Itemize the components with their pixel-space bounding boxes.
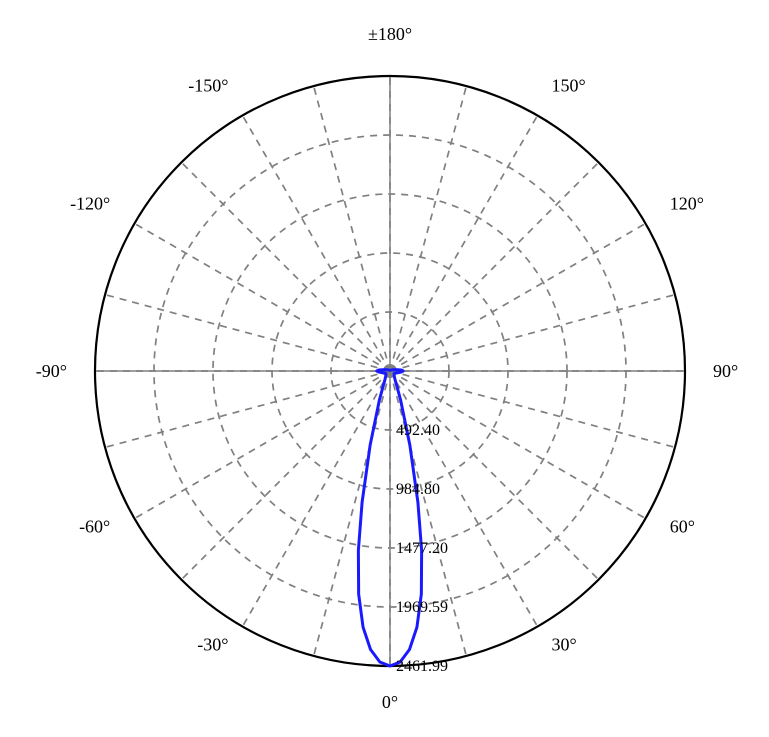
radial-tick-label: 1477.20 [396, 540, 448, 557]
grid-spoke [314, 371, 390, 656]
angle-label: -60° [79, 517, 110, 537]
angle-label: 120° [670, 194, 704, 214]
grid-spoke [135, 224, 390, 372]
radial-tick-label: 984.80 [396, 481, 440, 498]
grid-spoke [390, 116, 538, 371]
grid-spoke [314, 86, 390, 371]
angle-label: 150° [552, 75, 586, 95]
radial-tick-label: 1969.59 [396, 599, 448, 616]
radial-tick-label: 492.40 [396, 422, 440, 439]
grid-spoke [390, 295, 675, 371]
grid-spoke [390, 162, 599, 371]
angle-label: -120° [70, 194, 110, 214]
angle-label: 0° [382, 692, 398, 712]
grid-spoke [390, 371, 538, 626]
grid-spoke [390, 86, 466, 371]
grid-spoke [105, 371, 390, 447]
grid-spoke [243, 371, 391, 626]
angle-label: -30° [197, 635, 228, 655]
angle-label: 30° [552, 635, 577, 655]
angle-label: -90° [36, 361, 67, 381]
angle-label: ±180° [368, 24, 412, 44]
grid-spoke [105, 295, 390, 371]
angle-label: -150° [188, 75, 228, 95]
grid-spoke [181, 162, 390, 371]
grid-spoke [390, 224, 645, 372]
grid-spoke [135, 371, 390, 519]
angle-label: 90° [713, 361, 738, 381]
angle-label: 60° [670, 517, 695, 537]
radial-tick-label: 2461.99 [396, 658, 448, 675]
polar-chart: 492.40 984.80 1477.20 1969.59 2461.99 ±180° -1… [0, 0, 769, 737]
grid-spoke [243, 116, 391, 371]
